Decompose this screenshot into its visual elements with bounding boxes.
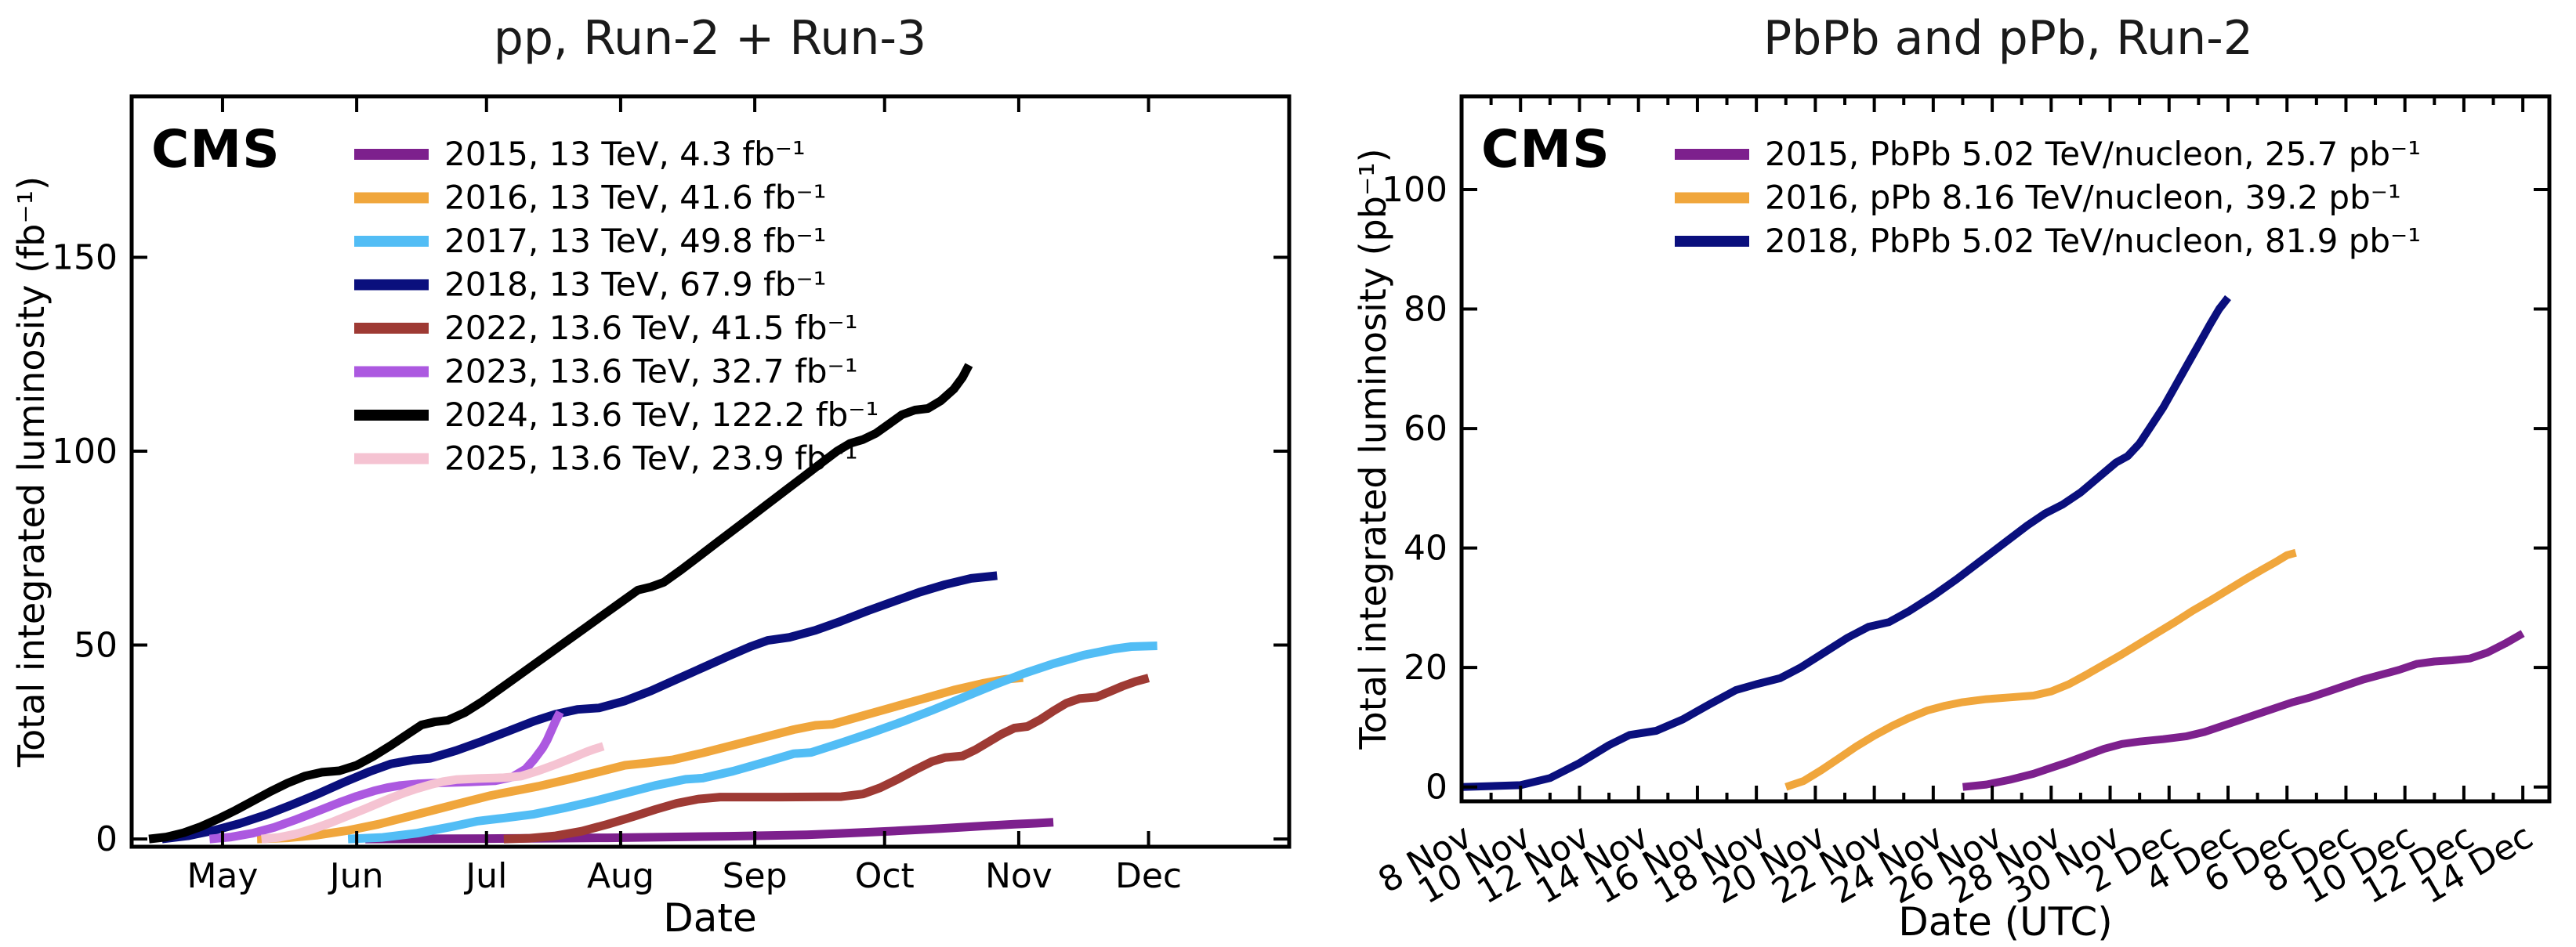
x-tick-label: Jul [463, 856, 507, 896]
y-tick-label: 20 [1404, 648, 1447, 688]
plot-frame [129, 94, 1292, 849]
legend-label-6: 2024, 13.6 TeV, 122.2 fb⁻¹ [444, 396, 879, 434]
legend-label-1: 2016, 13 TeV, 41.6 fb⁻¹ [444, 179, 827, 217]
series-line-5 [208, 710, 564, 844]
x-tick-label: Dec [1115, 856, 1182, 896]
legend-label-7: 2025, 13.6 TeV, 23.9 fb⁻¹ [444, 439, 858, 478]
legend-label-0: 2015, PbPb 5.02 TeV/nucleon, 25.7 pb⁻¹ [1765, 135, 2421, 173]
chart-pbpb-ppb-run2: 8 Nov 10 Nov 12 Nov 14 Nov 16 Nov 18 Nov 20 No… [1317, 0, 2576, 947]
pbpb-chart-title: PbPb and pPb, Run-2 [1763, 11, 2253, 66]
y-tick-label: 100 [1382, 170, 1447, 210]
y-tick-label: 0 [1426, 768, 1447, 808]
x-tick-label: Sep [723, 856, 788, 896]
pp-y-axis-label: Total integrated luminosity (fb⁻¹) [10, 175, 53, 768]
series-line-2 [1461, 295, 2231, 791]
pp-chart-title: pp, Run-2 + Run-3 [493, 11, 927, 66]
y-tick-label: 80 [1404, 290, 1447, 330]
series-line-0 [1962, 630, 2525, 791]
y-tick-label: 50 [74, 626, 118, 666]
pp-chart-canvas: May Jun Jul Aug Sep Oct Nov Dec 0 50 100 150 2015, 1… [52, 94, 1292, 896]
pbpb-y-axis-label: Total integrated luminosity (pb⁻¹) [1352, 148, 1394, 750]
y-tick-label: 0 [96, 819, 118, 859]
legend-label-2: 2018, PbPb 5.02 TeV/nucleon, 81.9 pb⁻¹ [1765, 222, 2421, 260]
series-line-3 [161, 571, 998, 844]
y-tick-label: 60 [1404, 409, 1447, 449]
legend-label-5: 2023, 13.6 TeV, 32.7 fb⁻¹ [444, 352, 858, 391]
series-line-4 [503, 674, 1150, 844]
legend-label-4: 2022, 13.6 TeV, 41.5 fb⁻¹ [444, 309, 858, 347]
x-tick-label: Oct [855, 856, 915, 896]
legend-label-1: 2016, pPb 8.16 TeV/nucleon, 39.2 pb⁻¹ [1765, 179, 2401, 217]
legend-label-2: 2017, 13 TeV, 49.8 fb⁻¹ [444, 222, 827, 260]
series-line-6 [148, 363, 973, 844]
legend-label-3: 2018, 13 TeV, 67.9 fb⁻¹ [444, 266, 827, 304]
chart-pp-run2-run3: May Jun Jul Aug Sep Oct Nov Dec 0 50 100 150 2015, 1… [10, 11, 1292, 941]
pbpb-x-axis-label: Date (UTC) [1898, 899, 2113, 945]
y-tick-label: 40 [1404, 529, 1447, 569]
x-tick-label: Jun [328, 856, 384, 896]
legend-label-0: 2015, 13 TeV, 4.3 fb⁻¹ [444, 135, 806, 173]
pp-x-axis-label: Date [663, 895, 757, 941]
x-tick-label: Nov [985, 856, 1053, 896]
series-line-2 [347, 642, 1158, 844]
y-tick-label: 150 [52, 237, 118, 277]
x-tick-label: Aug [587, 856, 654, 896]
series-line-7 [261, 742, 605, 844]
cms-watermark: CMS [1481, 119, 1610, 179]
plot-frame [1459, 94, 2552, 804]
cms-watermark: CMS [151, 119, 281, 179]
series-line-1 [256, 673, 1024, 844]
x-tick-label: May [187, 856, 258, 896]
series-line-1 [1784, 548, 2297, 791]
y-tick-label: 100 [52, 432, 118, 472]
